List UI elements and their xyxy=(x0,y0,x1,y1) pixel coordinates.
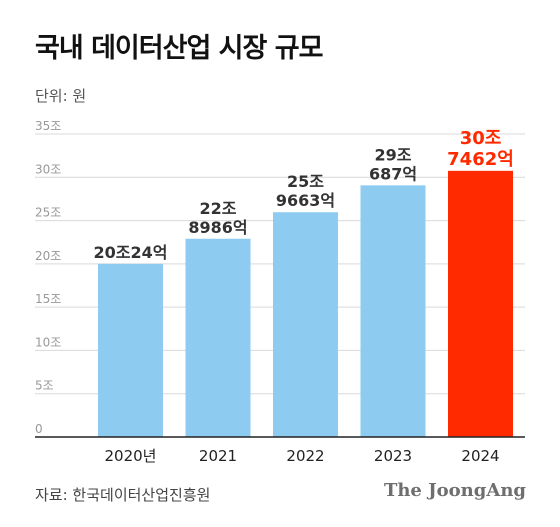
data-label: 25조 xyxy=(287,172,324,191)
bar-chart: 0 5조 10조 15조 20조 25조 30조 35조 20조24억 2020년 22조8986억… xyxy=(35,119,525,465)
bar xyxy=(98,263,163,437)
x-tick-label: 2020년 xyxy=(105,447,157,465)
data-label: 30조 xyxy=(460,128,502,149)
publisher-logo: The JoongAng xyxy=(383,480,526,501)
y-tick-label: 10조 xyxy=(35,335,61,349)
bar xyxy=(273,212,338,437)
data-label: 22조 xyxy=(200,199,237,218)
bar xyxy=(448,170,513,438)
y-tick-label: 15조 xyxy=(35,292,61,306)
y-tick-label: 35조 xyxy=(35,119,61,133)
y-tick-label: 25조 xyxy=(35,206,61,220)
unit-label: 단위: 원 xyxy=(35,87,87,105)
data-label: 7462억 xyxy=(447,149,514,170)
source-label: 자료: 한국데이터산업진흥원 xyxy=(35,486,211,504)
x-tick-label: 2023 xyxy=(374,447,412,465)
data-label: 20조24억 xyxy=(94,243,168,262)
chart-title: 국내 데이터산업 시장 규모 xyxy=(35,33,323,64)
bar xyxy=(360,185,426,437)
data-label: 8986억 xyxy=(188,218,247,237)
y-tick-label: 5조 xyxy=(35,379,54,393)
x-tick-label: 2021 xyxy=(199,447,237,465)
data-label: 9663억 xyxy=(276,191,335,210)
bar xyxy=(185,238,251,437)
x-tick-label: 2024 xyxy=(461,447,499,465)
y-tick-label: 30조 xyxy=(35,162,61,176)
data-label: 29조 xyxy=(375,145,412,164)
y-tick-label: 0 xyxy=(35,422,43,436)
data-label: 687억 xyxy=(369,164,417,183)
x-tick-label: 2022 xyxy=(286,447,324,465)
y-tick-label: 20조 xyxy=(35,249,61,263)
